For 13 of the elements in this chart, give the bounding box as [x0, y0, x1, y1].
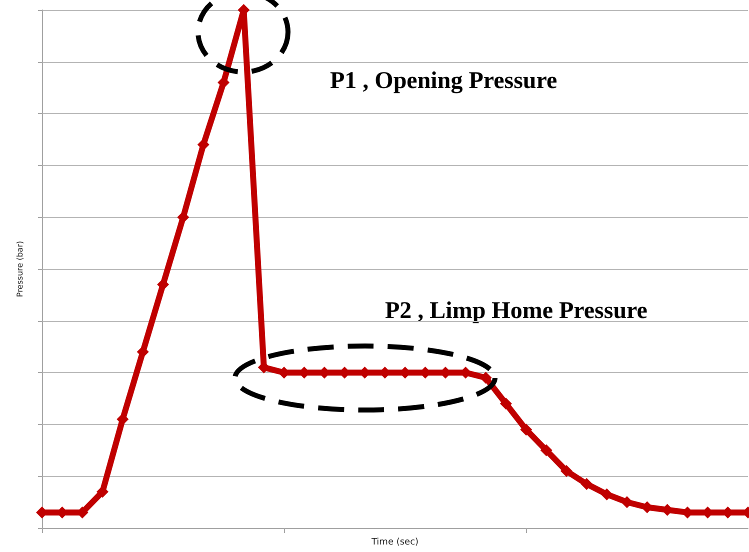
point: [580, 478, 593, 490]
point: [500, 398, 512, 410]
point: [520, 424, 532, 436]
point: [136, 346, 149, 358]
point: [540, 444, 552, 456]
point: [560, 465, 572, 478]
point: [600, 488, 613, 500]
annotation: P2 , Limp Home Pressure: [385, 298, 648, 324]
point: [620, 496, 633, 508]
x-axis-title: Time (sec): [370, 538, 419, 548]
point: [96, 486, 109, 498]
y-axis-title: Pressure (bar): [16, 240, 24, 298]
annotation: P1 , Opening Pressure: [330, 68, 558, 94]
